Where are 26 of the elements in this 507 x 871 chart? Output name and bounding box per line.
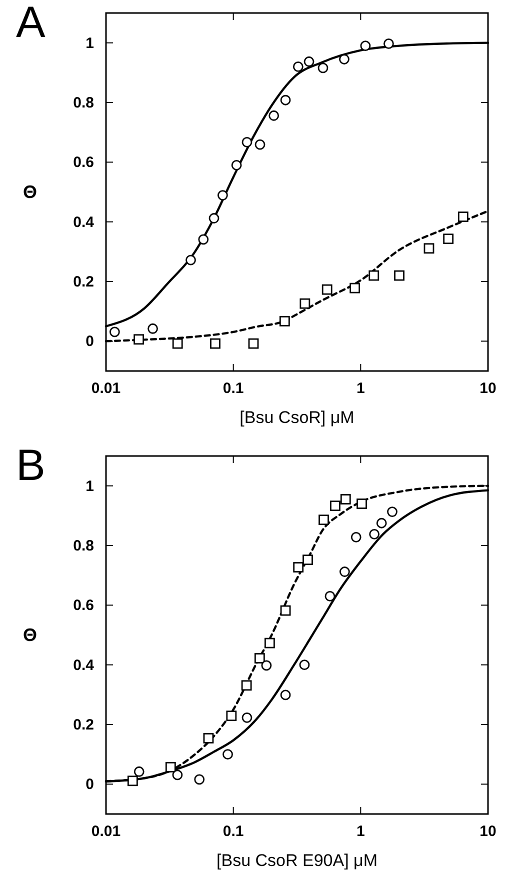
- y-tick-label: 1: [86, 478, 94, 495]
- y-axis-title: Θ: [22, 182, 38, 202]
- x-tick-label: 0.01: [91, 380, 121, 397]
- y-tick-label: 0.8: [73, 94, 94, 112]
- y-tick-label: 0.2: [73, 274, 94, 290]
- x-axis-title: [Bsu CsoR E90A] μM: [216, 851, 378, 870]
- x-tick-label: 10: [480, 823, 496, 840]
- x-tick-label: 10: [480, 380, 496, 397]
- x-axis-title: [Bsu CsoR] μM: [240, 408, 354, 427]
- y-tick-label: 0.4: [73, 214, 95, 231]
- y-tick-label: 0: [86, 776, 94, 794]
- y-tick-label: 0.2: [73, 716, 94, 734]
- y-tick-label: 1: [86, 34, 94, 52]
- y-tick-label: 0: [86, 333, 94, 350]
- y-tick-label: 0.4: [73, 656, 95, 674]
- y-tick-label: 0.8: [73, 538, 94, 554]
- x-tick-label: 1: [356, 380, 365, 397]
- y-axis-title: Θ: [22, 625, 38, 645]
- x-tick-label: 0.1: [222, 380, 244, 397]
- chart-title: A: [16, 0, 46, 47]
- y-tick-label: 0.6: [73, 154, 94, 172]
- x-tick-label: 1: [356, 823, 365, 840]
- chart-title: B: [16, 441, 46, 490]
- x-tick-label: 0.01: [91, 823, 121, 840]
- x-tick-label: 0.1: [222, 823, 244, 840]
- y-tick-label: 0.6: [73, 597, 94, 614]
